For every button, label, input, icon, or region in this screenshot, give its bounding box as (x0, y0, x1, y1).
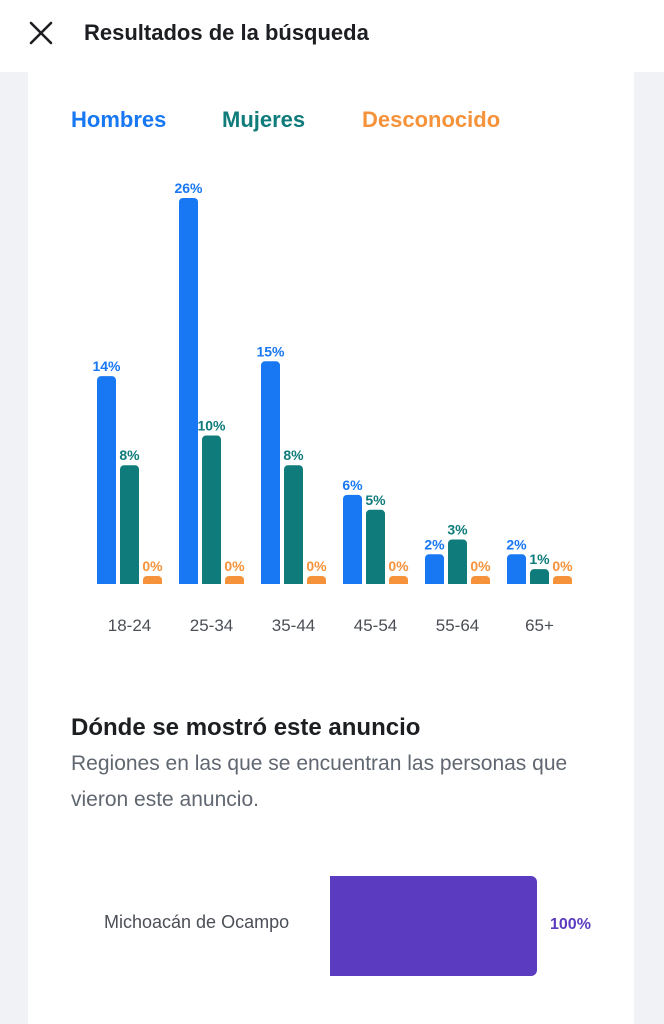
data-label-mujeres-45-54: 5% (365, 492, 386, 508)
data-label-hombres-55-64: 2% (424, 536, 445, 552)
data-label-desconocido-45-54: 0% (388, 558, 409, 574)
legend-item-mujeres: Mujeres (222, 107, 306, 132)
bar-hombres-18-24[interactable] (97, 376, 116, 588)
bar-baseline-mask (259, 584, 328, 590)
data-label-mujeres-65+: 1% (529, 551, 550, 567)
bar-baseline-mask (341, 584, 410, 590)
x-tick-label-65+: 65+ (525, 616, 554, 635)
data-label-mujeres-18-24: 8% (119, 447, 140, 463)
region-value: 100% (550, 916, 591, 933)
data-label-hombres-18-24: 14% (92, 358, 121, 374)
data-label-hombres-65+: 2% (506, 536, 527, 552)
data-label-desconocido-25-34: 0% (224, 558, 245, 574)
age-gender-bar-chart: 14%8%0%18-2426%10%0%25-3415%8%0%35-446%5… (92, 180, 574, 635)
data-label-mujeres-55-64: 3% (447, 521, 468, 537)
top-bar: Resultados de la búsqueda (0, 0, 664, 72)
region-bar-track (330, 876, 537, 976)
bar-hombres-45-54[interactable] (343, 494, 362, 588)
bar-baseline-mask (423, 584, 492, 590)
bar-mujeres-55-64[interactable] (448, 539, 467, 588)
regions-section-subtitle: Regiones en las que se encuentran las pe… (71, 752, 568, 811)
bar-hombres-35-44[interactable] (261, 361, 280, 588)
data-label-desconocido-65+: 0% (552, 558, 573, 574)
bar-hombres-55-64[interactable] (425, 554, 444, 588)
x-tick-label-18-24: 18-24 (108, 616, 151, 635)
data-label-hombres-35-44: 15% (256, 343, 285, 359)
bar-baseline-mask (177, 584, 246, 590)
bar-hombres-65+[interactable] (507, 554, 526, 588)
bar-hombres-25-34[interactable] (179, 198, 198, 588)
region-label: Michoacán de Ocampo (104, 912, 290, 932)
bar-baseline-mask (95, 584, 164, 590)
data-label-desconocido-18-24: 0% (142, 558, 163, 574)
legend-item-desconocido: Desconocido (362, 107, 501, 132)
data-label-mujeres-35-44: 8% (283, 447, 304, 463)
x-tick-label-45-54: 45-54 (354, 616, 397, 635)
x-tick-label-25-34: 25-34 (190, 616, 233, 635)
bar-mujeres-18-24[interactable] (120, 465, 139, 588)
region-bar (330, 876, 537, 976)
data-label-mujeres-25-34: 10% (197, 418, 226, 434)
legend-item-hombres: Hombres (71, 107, 167, 132)
bar-baseline-mask (505, 584, 574, 590)
data-label-hombres-25-34: 26% (174, 180, 203, 196)
bar-mujeres-25-34[interactable] (202, 435, 221, 588)
bar-mujeres-35-44[interactable] (284, 465, 303, 588)
data-label-desconocido-35-44: 0% (306, 558, 327, 574)
x-tick-label-55-64: 55-64 (436, 616, 479, 635)
close-icon[interactable] (26, 18, 56, 48)
data-label-hombres-45-54: 6% (342, 477, 363, 493)
regions-section-title: Dónde se mostró este anuncio (71, 714, 421, 741)
data-label-desconocido-55-64: 0% (470, 558, 491, 574)
x-tick-label-35-44: 35-44 (272, 616, 315, 635)
page-title: Resultados de la búsqueda (84, 20, 369, 45)
bar-mujeres-65+[interactable] (530, 569, 549, 588)
bar-mujeres-45-54[interactable] (366, 509, 385, 588)
